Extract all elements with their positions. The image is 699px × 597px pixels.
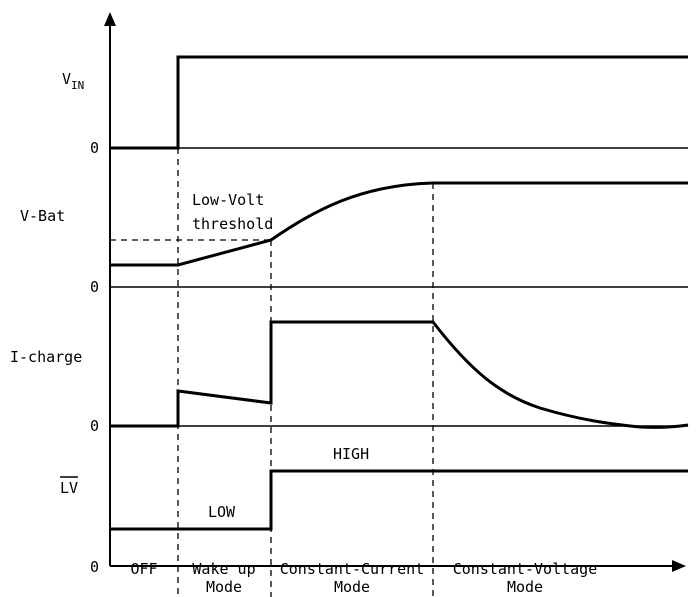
annotations: Low-Volt threshold HIGH LOW xyxy=(192,191,369,521)
mode-label-off: OFF xyxy=(130,560,157,578)
annotation-high: HIGH xyxy=(333,445,369,463)
mode-label-cv-line2: Mode xyxy=(507,578,543,596)
annotation-low: LOW xyxy=(208,503,236,521)
baselines xyxy=(110,147,688,427)
zero-label-vbat: 0 xyxy=(90,278,99,296)
label-vin-main: V xyxy=(62,70,71,88)
mode-label-cc-line1: Constant-Current xyxy=(280,560,425,578)
mode-label-wakeup-line2: Mode xyxy=(206,578,242,596)
mode-label-wakeup-line1: Wake up xyxy=(192,560,255,578)
label-lv: LV xyxy=(60,479,78,497)
waveform-lv xyxy=(110,469,688,531)
mode-labels: OFF Wake up Mode Constant-Current Mode C… xyxy=(130,560,597,596)
waveform-icharge xyxy=(110,320,689,429)
label-vbat: V-Bat xyxy=(20,207,65,225)
label-vin: VIN xyxy=(62,70,84,92)
x-axis-arrowhead xyxy=(672,560,686,572)
zero-label-lv: 0 xyxy=(90,558,99,576)
label-vin-sub: IN xyxy=(71,79,84,92)
mode-dividers xyxy=(110,148,434,597)
signal-labels: VIN V-Bat I-charge LV xyxy=(10,70,84,497)
zero-labels: 0 0 0 0 xyxy=(90,139,99,576)
mode-label-cv-line1: Constant-Voltage xyxy=(453,560,598,578)
axes xyxy=(104,12,686,572)
waveform-vin xyxy=(110,55,688,150)
label-icharge: I-charge xyxy=(10,348,82,366)
zero-label-vin: 0 xyxy=(90,139,99,157)
waveforms xyxy=(110,55,689,531)
annotation-threshold: threshold xyxy=(192,215,273,233)
mode-label-cc-line2: Mode xyxy=(334,578,370,596)
y-axis-arrowhead xyxy=(104,12,116,26)
waveform-vbat xyxy=(110,181,688,267)
annotation-low-volt: Low-Volt xyxy=(192,191,264,209)
zero-label-icharge: 0 xyxy=(90,417,99,435)
